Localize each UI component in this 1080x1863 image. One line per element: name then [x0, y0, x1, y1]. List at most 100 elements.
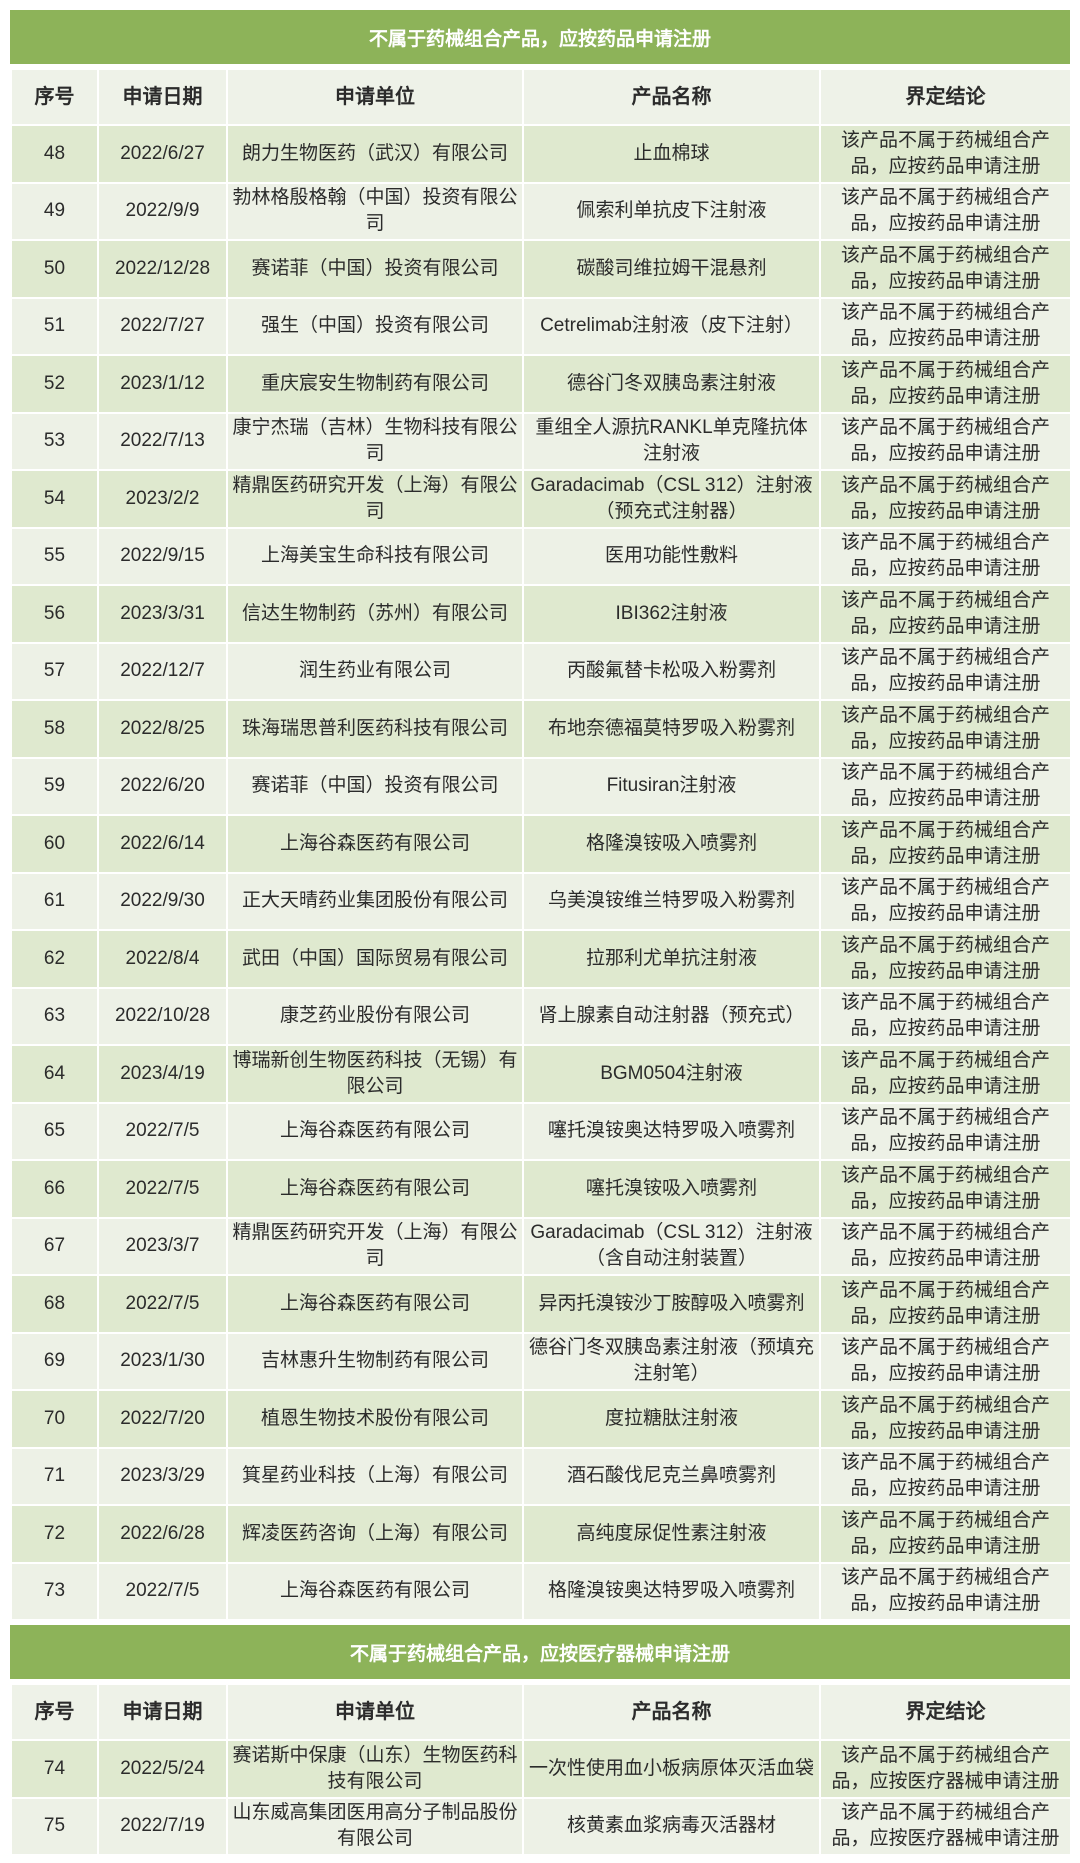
- section-title: 不属于药械组合产品，应按医疗器械申请注册: [10, 1625, 1070, 1679]
- cell-date: 2022/7/5: [97, 1159, 228, 1219]
- cell-product: 拉那利尤单抗注射液: [522, 929, 821, 989]
- cell-date: 2022/10/28: [97, 986, 228, 1046]
- cell-product: Garadacimab（CSL 312）注射液（预充式注射器）: [522, 469, 821, 529]
- cell-date: 2022/7/20: [97, 1389, 228, 1449]
- cell-applicant: 上海美宝生命科技有限公司: [226, 526, 524, 586]
- cell-product: 德谷门冬双胰岛素注射液（预填充注射笔）: [522, 1331, 821, 1391]
- data-table: 序号 申请日期 申请单位 产品名称 界定结论 74 2022/5/24 赛诺斯中保康（山东）生…: [10, 1683, 1072, 1856]
- cell-date: 2023/1/30: [97, 1331, 228, 1391]
- cell-index: 60: [10, 814, 99, 874]
- table-row: 61 2022/9/30 正大天晴药业集团股份有限公司 乌美溴铵维兰特罗吸入粉雾剂 该产…: [10, 871, 1072, 931]
- cell-date: 2023/3/29: [97, 1446, 228, 1506]
- cell-product: 格隆溴铵吸入喷雾剂: [522, 814, 821, 874]
- cell-index: 75: [10, 1796, 99, 1856]
- cell-applicant: 康芝药业股份有限公司: [226, 986, 524, 1046]
- table-row: 49 2022/9/9 勃林格殷格翰（中国）投资有限公司 佩索利单抗皮下注射液 该产品不…: [10, 181, 1072, 241]
- column-header-applicant: 申请单位: [226, 68, 524, 126]
- cell-index: 73: [10, 1561, 99, 1621]
- cell-date: 2022/6/28: [97, 1504, 228, 1564]
- table-row: 57 2022/12/7 润生药业有限公司 丙酸氟替卡松吸入粉雾剂 该产品不属于药械组合…: [10, 641, 1072, 701]
- cell-conclusion: 该产品不属于药械组合产品，应按药品申请注册: [819, 756, 1072, 816]
- cell-date: 2022/6/27: [97, 124, 228, 184]
- cell-conclusion: 该产品不属于药械组合产品，应按药品申请注册: [819, 1274, 1072, 1334]
- cell-applicant: 康宁杰瑞（吉林）生物科技有限公司: [226, 411, 524, 471]
- cell-index: 71: [10, 1446, 99, 1506]
- cell-product: 佩索利单抗皮下注射液: [522, 181, 821, 241]
- cell-conclusion: 该产品不属于药械组合产品，应按医疗器械申请注册: [819, 1796, 1072, 1856]
- cell-date: 2023/2/2: [97, 469, 228, 529]
- cell-index: 72: [10, 1504, 99, 1564]
- cell-date: 2023/4/19: [97, 1044, 228, 1104]
- table-row: 67 2023/3/7 精鼎医药研究开发（上海）有限公司 Garadacimab（CS…: [10, 1216, 1072, 1276]
- cell-product: 一次性使用血小板病原体灭活血袋: [522, 1739, 821, 1799]
- cell-applicant: 勃林格殷格翰（中国）投资有限公司: [226, 181, 524, 241]
- sections-container: 不属于药械组合产品，应按药品申请注册 序号 申请日期 申请单位 产品名称 界定结论 48 20…: [10, 10, 1072, 1856]
- cell-applicant: 赛诺菲（中国）投资有限公司: [226, 756, 524, 816]
- table-row: 65 2022/7/5 上海谷森医药有限公司 噻托溴铵奥达特罗吸入喷雾剂 该产品不属于药…: [10, 1101, 1072, 1161]
- cell-applicant: 润生药业有限公司: [226, 641, 524, 701]
- cell-index: 58: [10, 699, 99, 759]
- cell-product: IBI362注射液: [522, 584, 821, 644]
- cell-date: 2022/9/9: [97, 181, 228, 241]
- cell-date: 2022/12/7: [97, 641, 228, 701]
- cell-product: 布地奈德福莫特罗吸入粉雾剂: [522, 699, 821, 759]
- cell-date: 2023/3/7: [97, 1216, 228, 1276]
- cell-product: 度拉糖肽注射液: [522, 1389, 821, 1449]
- cell-index: 67: [10, 1216, 99, 1276]
- cell-applicant: 精鼎医药研究开发（上海）有限公司: [226, 469, 524, 529]
- cell-conclusion: 该产品不属于药械组合产品，应按药品申请注册: [819, 1216, 1072, 1276]
- cell-index: 50: [10, 239, 99, 299]
- cell-product: 碳酸司维拉姆干混悬剂: [522, 239, 821, 299]
- cell-conclusion: 该产品不属于药械组合产品，应按药品申请注册: [819, 986, 1072, 1046]
- cell-applicant: 正大天晴药业集团股份有限公司: [226, 871, 524, 931]
- cell-index: 66: [10, 1159, 99, 1219]
- cell-date: 2023/1/12: [97, 354, 228, 414]
- cell-applicant: 强生（中国）投资有限公司: [226, 296, 524, 356]
- cell-product: 肾上腺素自动注射器（预充式）: [522, 986, 821, 1046]
- column-header-product: 产品名称: [522, 1683, 821, 1741]
- cell-index: 64: [10, 1044, 99, 1104]
- table-row: 64 2023/4/19 博瑞新创生物医药科技（无锡）有限公司 BGM0504注射液该…: [10, 1044, 1072, 1104]
- cell-product: BGM0504注射液: [522, 1044, 821, 1104]
- table-row: 74 2022/5/24 赛诺斯中保康（山东）生物医药科技有限公司 一次性使用血小板病…: [10, 1739, 1072, 1799]
- cell-applicant: 赛诺菲（中国）投资有限公司: [226, 239, 524, 299]
- cell-applicant: 山东威高集团医用高分子制品股份有限公司: [226, 1796, 524, 1856]
- cell-conclusion: 该产品不属于药械组合产品，应按药品申请注册: [819, 354, 1072, 414]
- table-row: 56 2023/3/31 信达生物制药（苏州）有限公司 IBI362注射液 该产品不属于…: [10, 584, 1072, 644]
- cell-index: 59: [10, 756, 99, 816]
- cell-index: 54: [10, 469, 99, 529]
- cell-index: 70: [10, 1389, 99, 1449]
- cell-product: Cetrelimab注射液（皮下注射）: [522, 296, 821, 356]
- cell-applicant: 赛诺斯中保康（山东）生物医药科技有限公司: [226, 1739, 524, 1799]
- column-header-index: 序号: [10, 68, 99, 126]
- table-row: 72 2022/6/28 辉凌医药咨询（上海）有限公司 高纯度尿促性素注射液 该产品不属…: [10, 1504, 1072, 1564]
- cell-applicant: 上海谷森医药有限公司: [226, 1101, 524, 1161]
- table-row: 58 2022/8/25 珠海瑞思普利医药科技有限公司 布地奈德福莫特罗吸入粉雾剂 该产…: [10, 699, 1072, 759]
- cell-index: 69: [10, 1331, 99, 1391]
- table-row: 51 2022/7/27 强生（中国）投资有限公司 Cetrelimab注射液（皮下注…: [10, 296, 1072, 356]
- cell-conclusion: 该产品不属于药械组合产品，应按药品申请注册: [819, 296, 1072, 356]
- column-header-index: 序号: [10, 1683, 99, 1741]
- cell-product: 重组全人源抗RANKL单克隆抗体注射液: [522, 411, 821, 471]
- cell-conclusion: 该产品不属于药械组合产品，应按药品申请注册: [819, 641, 1072, 701]
- cell-conclusion: 该产品不属于药械组合产品，应按药品申请注册: [819, 871, 1072, 931]
- cell-index: 49: [10, 181, 99, 241]
- cell-applicant: 上海谷森医药有限公司: [226, 814, 524, 874]
- cell-product: 止血棉球: [522, 124, 821, 184]
- table-row: 66 2022/7/5 上海谷森医药有限公司 噻托溴铵吸入喷雾剂 该产品不属于药械组合产…: [10, 1159, 1072, 1219]
- table-row: 53 2022/7/13 康宁杰瑞（吉林）生物科技有限公司 重组全人源抗RANKL单克…: [10, 411, 1072, 471]
- cell-date: 2022/7/27: [97, 296, 228, 356]
- header-row: 序号 申请日期 申请单位 产品名称 界定结论: [10, 68, 1072, 126]
- cell-product: 德谷门冬双胰岛素注射液: [522, 354, 821, 414]
- cell-conclusion: 该产品不属于药械组合产品，应按药品申请注册: [819, 1504, 1072, 1564]
- cell-conclusion: 该产品不属于药械组合产品，应按医疗器械申请注册: [819, 1739, 1072, 1799]
- cell-date: 2022/6/14: [97, 814, 228, 874]
- cell-applicant: 重庆宸安生物制药有限公司: [226, 354, 524, 414]
- cell-conclusion: 该产品不属于药械组合产品，应按药品申请注册: [819, 1159, 1072, 1219]
- cell-product: Garadacimab（CSL 312）注射液（含自动注射装置）: [522, 1216, 821, 1276]
- section-1: 不属于药械组合产品，应按药品申请注册 序号 申请日期 申请单位 产品名称 界定结论 48 20…: [10, 10, 1072, 1621]
- column-header-conclusion: 界定结论: [819, 1683, 1072, 1741]
- cell-applicant: 珠海瑞思普利医药科技有限公司: [226, 699, 524, 759]
- cell-conclusion: 该产品不属于药械组合产品，应按药品申请注册: [819, 1561, 1072, 1621]
- column-header-date: 申请日期: [97, 1683, 228, 1741]
